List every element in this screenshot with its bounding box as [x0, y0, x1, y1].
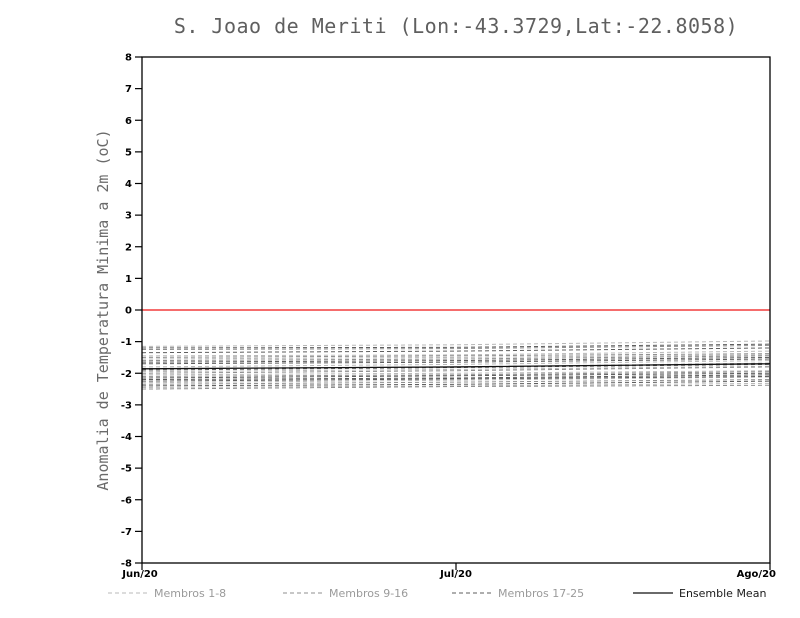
legend-item-membros-17-25: Membros 17-25 — [452, 587, 584, 600]
y-axis-tick-label: -7 — [121, 527, 132, 538]
y-axis-tick-label: -5 — [121, 464, 132, 475]
y-axis-tick-label: 2 — [125, 242, 132, 253]
x-tick-label-ago: Ago/20 — [737, 569, 776, 580]
legend: Membros 1-8 Membros 9-16 Membros 17-25 E… — [108, 587, 766, 600]
y-axis-tick-label: -2 — [121, 369, 132, 380]
y-axis-tick-label: 3 — [125, 211, 132, 222]
legend-item-membros-1-8: Membros 1-8 — [108, 587, 226, 600]
y-axis-tick-label: -1 — [121, 337, 132, 348]
y-axis-tick-label: 6 — [125, 116, 132, 127]
legend-item-ensemble-mean: Ensemble Mean — [633, 587, 766, 600]
y-axis-tick-label: 0 — [125, 306, 132, 317]
y-axis-tick-label: 7 — [125, 84, 132, 95]
legend-label-membros-17-25: Membros 17-25 — [498, 587, 584, 600]
y-axis-tick-label: 4 — [125, 179, 132, 190]
legend-label-membros-9-16: Membros 9-16 — [329, 587, 408, 600]
plot-area: -8 -7 -6 -5 -4 -3 -2 -1 0 1 2 3 4 5 6 7 8 — [121, 53, 771, 570]
y-axis-tick-label: -3 — [121, 400, 132, 411]
y-axis-tick-label: -8 — [121, 559, 132, 570]
y-axis-tick-label: 8 — [125, 53, 132, 64]
chart-title: S. Joao de Meriti (Lon:-43.3729,Lat:-22.… — [174, 14, 738, 38]
y-axis-tick-label: -6 — [121, 495, 132, 506]
x-tick-label-jun: Jun/20 — [121, 569, 158, 580]
ensemble-mean-line — [141, 363, 771, 370]
legend-label-ensemble-mean: Ensemble Mean — [679, 587, 766, 600]
y-axis-tick-label: 5 — [125, 147, 132, 158]
legend-item-membros-9-16: Membros 9-16 — [283, 587, 408, 600]
y-axis-tick-label: 1 — [125, 274, 132, 285]
legend-label-membros-1-8: Membros 1-8 — [154, 587, 226, 600]
y-axis-label: Anomalia de Temperatura Minima a 2m (oC) — [94, 129, 112, 490]
y-axis-tick-label: -4 — [121, 432, 132, 443]
x-tick-label-jul: Jul/20 — [439, 569, 472, 580]
